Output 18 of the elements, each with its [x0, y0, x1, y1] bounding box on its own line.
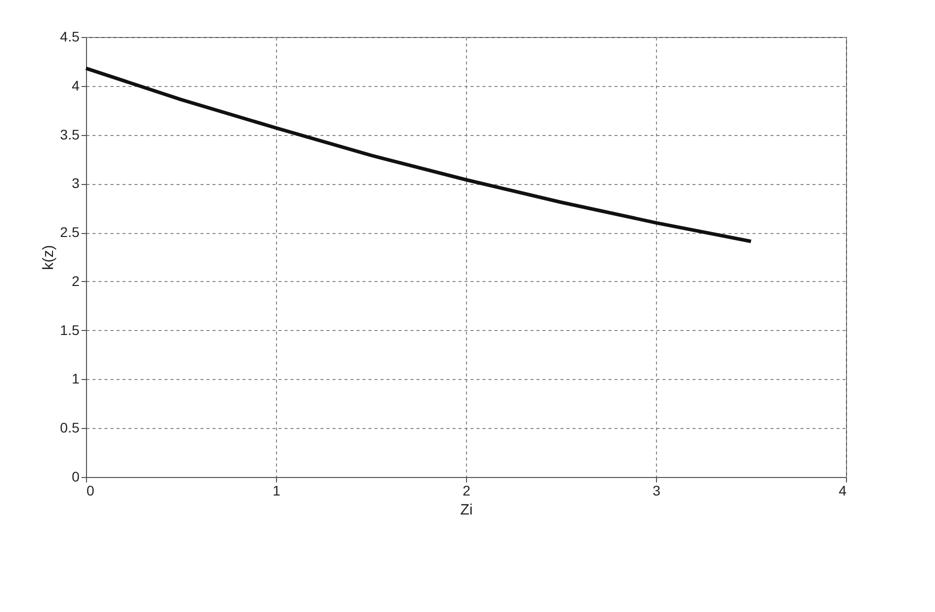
x-tick-label: 3: [652, 482, 661, 498]
x-tick-label: 1: [272, 482, 281, 498]
y-tick-label: 2: [72, 272, 80, 289]
y-tick-label: 0.5: [60, 420, 80, 436]
x-tick-label: 2: [462, 482, 471, 498]
y-tick-label: 4: [72, 77, 80, 94]
y-tick-label: 1.5: [60, 322, 80, 338]
line-series: [84, 66, 753, 244]
x-tick-label: 0: [86, 482, 94, 498]
y-tick-label: 4.5: [60, 28, 80, 44]
y-tick-label: 3.5: [60, 126, 80, 142]
x-axis-title: Zi: [460, 502, 473, 518]
y-tick-label: 0: [72, 468, 80, 484]
y-tick-label: 3: [72, 175, 80, 192]
y-tick-label: 1: [72, 370, 80, 387]
y-axis-title: k(z): [40, 245, 58, 270]
y-tick-label: 2.5: [60, 224, 80, 240]
x-tick-label: 4: [838, 482, 847, 498]
